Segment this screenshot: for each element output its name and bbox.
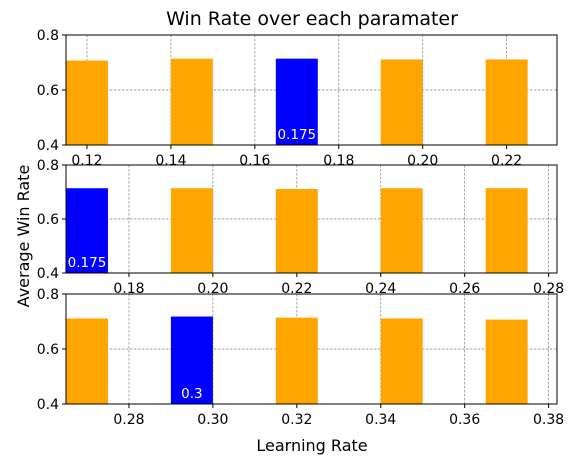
bar-highlighted xyxy=(170,316,213,404)
subplot-3: 0.3 0.28 0.30 0.32 0.34 0.36 0.38 0.4 0.6 0.8 xyxy=(37,287,564,428)
x-tick-label: 0.32 xyxy=(281,412,312,428)
x-tick-label: 0.18 xyxy=(323,153,354,169)
x-axis-label: Learning Rate xyxy=(256,436,367,455)
bar xyxy=(485,319,528,404)
subplot-2: 0.175 0.18 0.20 0.22 0.24 0.26 0.28 0.4 0.6 0.8 xyxy=(37,158,564,297)
bar-highlighted xyxy=(275,58,318,145)
bar-value-label: 0.3 xyxy=(181,386,202,402)
y-tick-label: 0.4 xyxy=(37,266,59,282)
bar xyxy=(275,317,318,404)
bar xyxy=(66,318,108,404)
y-tick-label: 0.4 xyxy=(37,397,59,413)
bar xyxy=(380,59,423,145)
x-tick-label: 0.22 xyxy=(281,281,312,297)
y-axis-label: Average Win Rate xyxy=(14,165,33,308)
x-tick-label: 0.16 xyxy=(239,153,270,169)
x-tick-label: 0.34 xyxy=(365,412,396,428)
x-tick-label: 0.22 xyxy=(491,153,522,169)
x-tick-label: 0.36 xyxy=(449,412,480,428)
chart-title: Win Rate over each paramater xyxy=(166,8,458,30)
x-tick-label: 0.30 xyxy=(197,412,228,428)
y-tick-label: 0.8 xyxy=(37,28,59,44)
bar xyxy=(485,59,528,145)
bar-highlighted xyxy=(66,188,108,273)
bar xyxy=(170,188,213,273)
x-tick-label: 0.38 xyxy=(533,412,564,428)
x-tick-label: 0.24 xyxy=(365,281,396,297)
x-tick-label: 0.26 xyxy=(449,281,480,297)
bar xyxy=(380,318,423,404)
x-tick-label: 0.28 xyxy=(533,281,564,297)
x-tick-label: 0.28 xyxy=(113,412,144,428)
y-tick-label: 0.8 xyxy=(37,287,59,303)
bar xyxy=(485,188,528,273)
bar xyxy=(275,189,318,273)
x-tick-label: 0.20 xyxy=(197,281,228,297)
y-tick-label: 0.4 xyxy=(37,138,59,154)
y-tick-label: 0.6 xyxy=(37,342,59,358)
y-tick-label: 0.8 xyxy=(37,158,59,174)
y-tick-label: 0.6 xyxy=(37,83,59,99)
x-tick-label: 0.20 xyxy=(407,153,438,169)
bar-value-label: 0.175 xyxy=(68,255,107,271)
bar xyxy=(380,188,423,273)
x-tick-label: 0.12 xyxy=(71,153,102,169)
bar xyxy=(66,60,108,146)
bar xyxy=(170,58,213,145)
bar-value-label: 0.175 xyxy=(277,127,316,143)
subplot-1: 0.175 0.12 0.14 0.16 0.18 0.20 0.22 0.4 0.6 0.8 xyxy=(37,28,558,169)
y-tick-label: 0.6 xyxy=(37,212,59,228)
x-tick-label: 0.14 xyxy=(155,153,186,169)
x-tick-label: 0.18 xyxy=(113,281,144,297)
